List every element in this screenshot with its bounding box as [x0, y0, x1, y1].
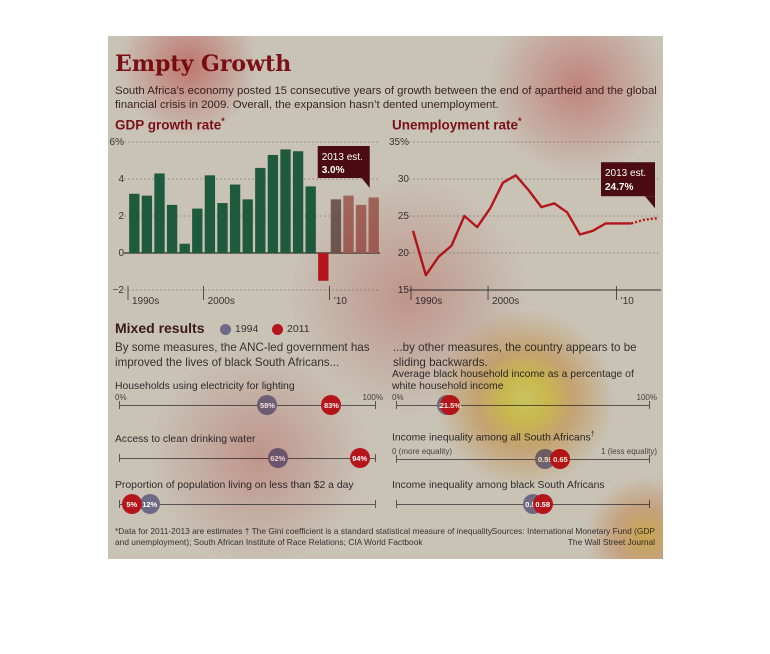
indicator-axis-tick — [119, 454, 120, 462]
unemp-callout-pointer — [645, 196, 655, 209]
gdp-y-tick-label: 4 — [118, 174, 124, 185]
mixed-results-title: Mixed results — [115, 320, 205, 336]
gdp-bar — [292, 151, 304, 253]
indicator-dot-1994: 62% — [267, 448, 288, 468]
unemp-estimate-callout: 2013 est. 24.7% — [601, 162, 655, 209]
indicator-dot-2011: 94% — [349, 448, 370, 468]
sources: Sources: International Monetary Fund (GD… — [491, 526, 655, 547]
indicator-axis-tick — [375, 401, 376, 409]
gdp-bar — [255, 167, 266, 253]
legend-1994: 1994 — [220, 323, 258, 335]
gdp-bar — [129, 193, 140, 253]
unemp-x-tick-label: 2000s — [492, 296, 519, 307]
indicator-dot-2011: 21.5% — [440, 395, 461, 415]
gdp-estimate-callout: 2013 est. 3.0% — [317, 146, 370, 188]
unemployment-rate-chart: 15 20 25 30 35% 1990s 2000s ’10 2013 est. 24.7% — [389, 137, 661, 307]
gdp-y-tick-label: 2 — [118, 211, 124, 222]
gdp-bar — [154, 173, 165, 253]
indicator-label: Access to clean drinking water — [115, 434, 256, 445]
gdp-bar — [355, 204, 367, 253]
unemp-x-tick-label: ’10 — [620, 296, 634, 307]
gdp-bar — [368, 197, 379, 253]
gdp-bar — [192, 208, 203, 253]
gdp-bar — [217, 203, 228, 253]
unemp-line-actual — [411, 174, 632, 277]
gdp-callout-line1: 2013 est. — [322, 152, 363, 163]
legend-2011: 2011 — [272, 323, 310, 335]
indicator-axis — [119, 458, 375, 459]
indicator-axis-tick — [396, 401, 397, 409]
gdp-bar — [166, 204, 178, 253]
gdp-y-tick-label: 6% — [110, 137, 125, 148]
indicator-scale-right: 100% — [362, 393, 383, 402]
legend-1994-swatch — [220, 323, 231, 335]
gdp-y-tick-label: −2 — [113, 285, 125, 296]
indicator-scale-left: 0% — [392, 393, 404, 402]
indicator-label: Households using electricity for lightin… — [115, 381, 295, 392]
gdp-x-tick-label: 2000s — [208, 296, 235, 307]
unemp-y-tick-label: 35% — [389, 137, 409, 148]
unemp-y-tick-label: 30 — [398, 174, 410, 185]
indicator-scale-right: 100% — [636, 393, 657, 402]
indicator-scale-left: 0 (more equality) — [392, 447, 453, 456]
indicator-axis-tick — [119, 500, 120, 508]
unemployment-chart-title: Unemployment rate* — [392, 116, 522, 133]
indicator-dot-2011: 83% — [321, 395, 342, 415]
indicator-label: Average black household income as a perc… — [392, 369, 634, 392]
indicator-dot-1994: 12% — [139, 494, 160, 514]
indicator-label: Income inequality among all South Africa… — [392, 431, 595, 444]
indicator-scale-left: 0% — [115, 393, 127, 402]
gdp-bar — [242, 199, 253, 253]
gdp-bar — [229, 184, 241, 253]
indicator-label: Income inequality among black South Afri… — [392, 480, 605, 491]
gdp-bar — [343, 195, 354, 253]
indicator-dot-2011: 0.65 — [550, 449, 571, 469]
unemp-y-tick-label: 15 — [398, 285, 410, 296]
indicator-axis-tick — [375, 454, 376, 462]
footnote: *Data for 2011-2013 are estimates † The … — [115, 526, 494, 547]
unemp-x-tick-label: 1990s — [415, 296, 442, 307]
unemp-callout-line2: 24.7% — [605, 182, 633, 193]
indicator-dot-1994: 58% — [257, 395, 278, 415]
gdp-chart-title: GDP growth rate* — [115, 116, 225, 133]
gdp-bar — [330, 199, 342, 253]
indicator-axis-tick — [649, 455, 650, 463]
unemp-y-tick-label: 20 — [398, 248, 410, 259]
right-intro-text: ...by other measures, the country appear… — [393, 341, 637, 369]
gdp-y-tick-label: 0 — [118, 248, 124, 259]
infographic-subtitle: South Africa’s economy posted 15 consecu… — [115, 85, 657, 111]
indicator-axis — [396, 459, 649, 460]
unemp-callout-line1: 2013 est. — [605, 168, 646, 179]
infographic-card: Empty Growth South Africa’s economy post… — [108, 36, 663, 559]
gdp-bar — [204, 175, 216, 253]
indicator-axis-tick — [396, 455, 397, 463]
gdp-callout-pointer — [361, 178, 370, 188]
gdp-bar — [141, 195, 153, 253]
indicator-axis-tick — [375, 500, 376, 508]
gdp-bar — [305, 186, 316, 253]
gdp-bar — [318, 253, 329, 281]
indicator-dot-2011: 0.58 — [532, 494, 553, 514]
indicator-label: Proportion of population living on less … — [115, 480, 354, 491]
gdp-bar — [179, 243, 190, 253]
unemp-y-tick-label: 25 — [398, 211, 410, 222]
gdp-bar — [280, 149, 291, 253]
gdp-x-tick-label: 1990s — [132, 296, 159, 307]
gdp-callout-line2: 3.0% — [322, 165, 345, 176]
indicator-dot-2011: 5% — [121, 494, 142, 514]
gdp-bar — [267, 154, 279, 253]
indicator-axis-tick — [119, 401, 120, 409]
infographic-title: Empty Growth — [115, 51, 292, 77]
gdp-x-tick-label: ’10 — [334, 296, 348, 307]
indicator-axis-tick — [649, 401, 650, 409]
left-intro-text: By some measures, the ANC-led government… — [115, 341, 370, 369]
legend-2011-swatch — [272, 323, 283, 335]
gdp-growth-chart: −2 0 2 4 6% 1990s 2000s ’10 2013 est. 3.0% — [110, 137, 380, 307]
indicator-axis — [396, 405, 649, 406]
indicator-axis-tick — [396, 500, 397, 508]
indicator-axis-tick — [649, 500, 650, 508]
unemp-line-estimate — [630, 217, 658, 225]
